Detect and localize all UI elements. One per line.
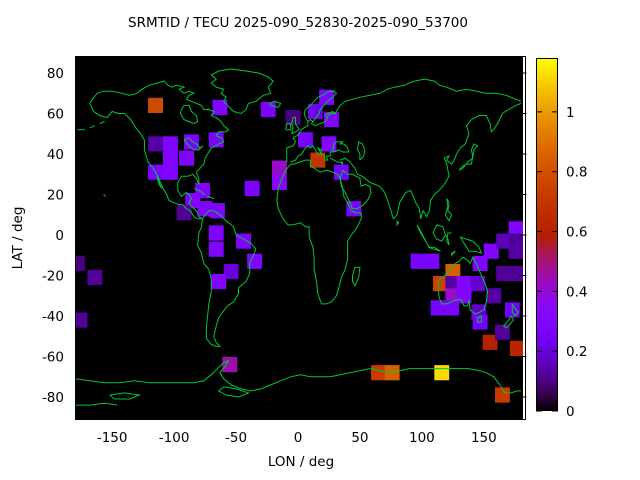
- y-tick-label: 20: [47, 188, 64, 204]
- y-axis-tick-labels: 80 60 40 20 0 -20 -40 -60 -80: [42, 66, 64, 406]
- colorbar-tick-label: 1: [566, 105, 575, 121]
- chart-title: SRMTID / TECU 2025-090_52830-2025-090_53…: [128, 15, 468, 31]
- colorbar-tick-label: 0: [566, 404, 575, 420]
- heatmap-cell: [272, 174, 287, 190]
- x-axis-title: LON / deg: [268, 454, 334, 470]
- heatmap-cell: [319, 89, 334, 105]
- colorbar-gradient: [536, 58, 558, 411]
- heatmap-cell: [456, 276, 472, 292]
- x-tick-label: 150: [471, 430, 497, 446]
- heatmap-cell: [208, 241, 224, 257]
- heatmap-cell: [430, 300, 446, 316]
- heatmap-cell: [176, 205, 192, 221]
- heatmap-cell: [424, 253, 440, 269]
- heatmap-cell: [324, 112, 339, 128]
- y-tick-label: 80: [47, 66, 64, 82]
- heatmap-cell: [508, 221, 523, 237]
- heatmap-cell: [163, 164, 178, 180]
- colorbar-border: [536, 58, 558, 411]
- heatmap-cell: [433, 276, 448, 292]
- colorbar-tick-marks: [536, 111, 558, 412]
- heatmap-cell: [87, 269, 103, 286]
- heatmap-cell: [163, 136, 178, 152]
- y-tick-label: -20: [42, 269, 64, 285]
- x-tick-label: 50: [351, 430, 368, 446]
- heatmap-cell: [75, 312, 88, 328]
- x-axis-tick-labels: -150 -100 -50 0 50 100 150: [97, 430, 497, 446]
- heatmap-cell: [179, 150, 194, 166]
- colorbar-tick-labels: 0 0.2 0.4 0.6 0.8 1: [566, 105, 587, 420]
- heatmap-cell: [333, 164, 349, 180]
- heatmap-cell: [445, 263, 461, 280]
- heatmap-cell: [508, 243, 523, 259]
- heatmap-cell: [222, 357, 238, 373]
- x-tick-label: -50: [225, 430, 247, 446]
- y-tick-label: -60: [42, 350, 64, 366]
- heatmap-cell: [148, 97, 163, 113]
- heatmap-cell: [185, 193, 201, 209]
- heatmap-cell: [211, 274, 227, 290]
- latitude-tick-marks-right: [519, 72, 527, 398]
- heatmap-cell: [495, 387, 510, 403]
- heatmap-cell: [260, 101, 276, 118]
- missing-data-column: [523, 56, 526, 420]
- x-tick-label: -150: [97, 430, 128, 446]
- heatmap-cell: [496, 265, 512, 282]
- heatmap-cell: [208, 225, 224, 241]
- heatmap-cell: [163, 150, 178, 166]
- colorbar-tick-label: 0.4: [566, 284, 587, 300]
- heatmap-cell: [197, 201, 213, 217]
- y-tick-label: 0: [55, 228, 64, 244]
- heatmap-cell: [75, 255, 85, 271]
- heatmap-cell: [272, 160, 287, 176]
- plot-border: [75, 56, 526, 420]
- heatmap-cell: [310, 152, 326, 168]
- heatmap-cell: [298, 132, 313, 148]
- heatmap-cell: [482, 334, 498, 350]
- y-axis-title: LAT / deg: [10, 207, 26, 270]
- heatmap-cell: [486, 288, 502, 304]
- heatmap-cell: [445, 276, 461, 292]
- heatmap-cell: [244, 180, 260, 196]
- y-tick-label: 60: [47, 107, 64, 123]
- heatmap-cell: [307, 103, 323, 120]
- heatmap-cell: [212, 99, 228, 115]
- y-tick-label: 40: [47, 147, 64, 163]
- x-tick-label: 100: [409, 430, 435, 446]
- heatmap-cell: [444, 300, 460, 316]
- heatmap-cell: [434, 365, 450, 381]
- heatmap-cell: [509, 265, 523, 282]
- heatmap-cell: [223, 263, 239, 280]
- colorbar-tick-label: 0.2: [566, 344, 587, 360]
- colorbar-tick-label: 0.8: [566, 165, 587, 181]
- heatmap-cell: [470, 276, 486, 292]
- x-tick-label: -100: [159, 430, 190, 446]
- heatmap-cell: [321, 136, 337, 152]
- heatmap-cell: [483, 243, 499, 259]
- heatmap-cell: [496, 233, 512, 249]
- heatmap-cell: [472, 255, 488, 271]
- heatmap-cell: [247, 253, 263, 269]
- heatmap-cells: [75, 89, 523, 403]
- heatmap-cell: [371, 365, 386, 381]
- colorbar-tick-label: 0.6: [566, 225, 587, 241]
- y-tick-label: -40: [42, 309, 64, 325]
- y-tick-label: -80: [42, 390, 64, 406]
- heatmap-cell: [148, 136, 163, 152]
- heatmap-cell: [509, 340, 523, 356]
- heatmap-cell: [210, 203, 225, 219]
- heatmap-cell: [410, 253, 426, 269]
- heatmap-cell: [208, 132, 224, 148]
- coastlines: [75, 68, 522, 406]
- x-tick-label: 0: [294, 430, 303, 446]
